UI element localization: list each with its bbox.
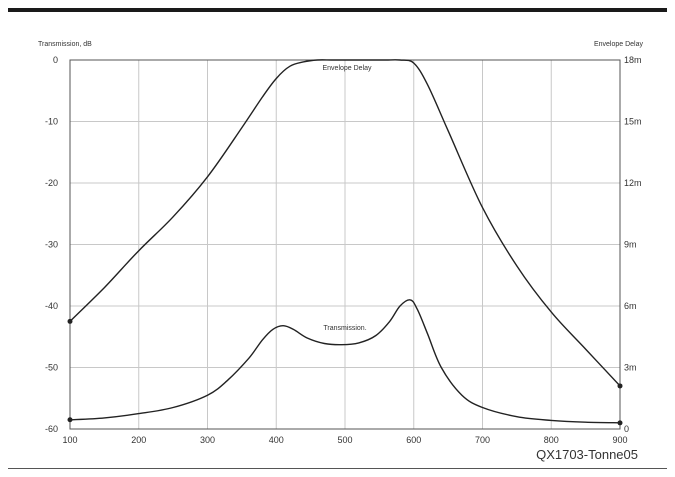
- y-left-tick-label: -60: [45, 424, 58, 434]
- endpoint-marker-transmission-start: [67, 417, 73, 423]
- endpoint-marker-envelope-delay-end: [617, 383, 623, 389]
- series-line-envelope-delay: [69, 59, 621, 387]
- x-tick-label: 400: [269, 435, 284, 445]
- x-tick-label: 700: [475, 435, 490, 445]
- series-line-transmission: [69, 299, 621, 424]
- x-tick-label: 800: [544, 435, 559, 445]
- figure-caption: QX1703-Tonne05: [536, 447, 638, 462]
- x-tick-label: 200: [131, 435, 146, 445]
- series-group: [67, 59, 623, 426]
- y-right-tick-label: 18m: [624, 55, 642, 65]
- x-tick-label: 500: [337, 435, 352, 445]
- y-right-tick-label: 6m: [624, 301, 637, 311]
- y-left-tick-label: -30: [45, 240, 58, 250]
- x-tick-labels: 100 200 300 400 500 600 700 800 900: [62, 435, 627, 445]
- grid: [70, 60, 620, 429]
- y-right-tick-label: 12m: [624, 178, 642, 188]
- y-left-tick-label: -10: [45, 117, 58, 127]
- y-left-tick-label: -50: [45, 363, 58, 373]
- x-tick-label: 600: [406, 435, 421, 445]
- x-tick-label: 900: [612, 435, 627, 445]
- right-axis-title: Envelope Delay: [594, 41, 644, 48]
- x-tick-label: 300: [200, 435, 215, 445]
- y-left-tick-label: -40: [45, 301, 58, 311]
- x-tick-label: 100: [62, 435, 77, 445]
- y-right-tick-labels: 18m 15m 12m 9m 6m 3m 0: [624, 55, 642, 434]
- y-right-tick-label: 3m: [624, 363, 637, 373]
- series-label-envelope-delay: Envelope Delay: [322, 65, 372, 72]
- endpoint-marker-transmission-end: [617, 420, 623, 426]
- endpoint-marker-envelope-delay-start: [67, 318, 73, 324]
- y-left-tick-label: -20: [45, 178, 58, 188]
- y-left-tick-label: 0: [53, 55, 58, 65]
- y-left-tick-labels: 0 -10 -20 -30 -40 -50 -60: [45, 55, 58, 434]
- left-axis-title: Transmission, dB: [38, 41, 92, 48]
- y-right-tick-label: 0: [624, 424, 629, 434]
- series-label-transmission: Transmission.: [323, 325, 366, 332]
- bottom-rule: [8, 468, 667, 469]
- y-right-tick-label: 15m: [624, 117, 642, 127]
- top-border-bar: [8, 8, 667, 12]
- y-right-tick-label: 9m: [624, 240, 637, 250]
